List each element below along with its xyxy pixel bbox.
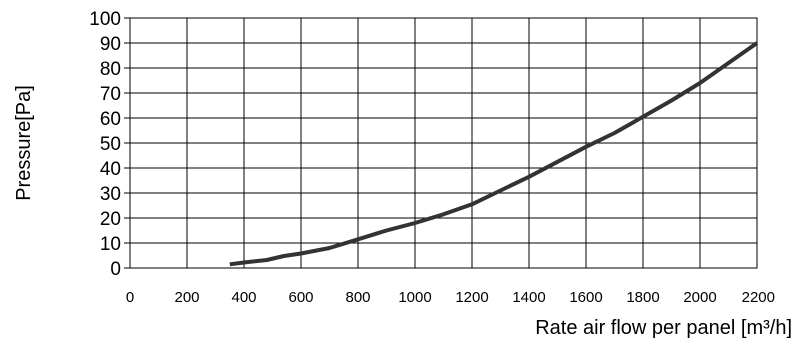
x-tick-label: 200 <box>174 289 199 306</box>
y-tick-label: 20 <box>100 209 121 230</box>
x-tick-label: 600 <box>288 289 313 306</box>
x-tick-label: 400 <box>231 289 256 306</box>
x-tick-label: 800 <box>345 289 370 306</box>
y-tick-label: 0 <box>110 259 121 280</box>
plot-area <box>129 17 758 269</box>
y-tick-label: 90 <box>100 34 121 55</box>
y-tick-label: 50 <box>100 134 121 155</box>
x-tick-labels: 0 200 400 600 800 1000 1200 1400 1600 1800 2000 220… <box>126 289 775 306</box>
x-tick-label: 1000 <box>398 289 431 306</box>
x-tick-label: 1400 <box>512 289 545 306</box>
x-tick-label: 0 <box>126 289 134 306</box>
x-axis-label: Rate air flow per panel [m³/h] <box>535 317 792 339</box>
x-tick-label: 2000 <box>683 289 716 306</box>
series-line <box>229 41 759 267</box>
y-axis-label: Pressure[Pa] <box>13 85 35 201</box>
y-tick-label: 80 <box>100 59 121 80</box>
x-tick-label: 2200 <box>742 289 775 306</box>
y-tick-label: 70 <box>100 84 121 105</box>
x-tick-label: 1600 <box>569 289 602 306</box>
y-tick-label: 30 <box>100 184 121 205</box>
y-tick-label: 60 <box>100 109 121 130</box>
y-tick-labels: 0 10 20 30 40 50 60 70 80 90 100 <box>89 9 121 280</box>
y-tick-label: 10 <box>100 234 121 255</box>
y-tick-label: 100 <box>89 9 121 30</box>
x-tick-label: 1200 <box>455 289 488 306</box>
y-tick-label: 40 <box>100 159 121 180</box>
grid-lines <box>124 17 758 269</box>
x-tick-label: 1800 <box>626 289 659 306</box>
